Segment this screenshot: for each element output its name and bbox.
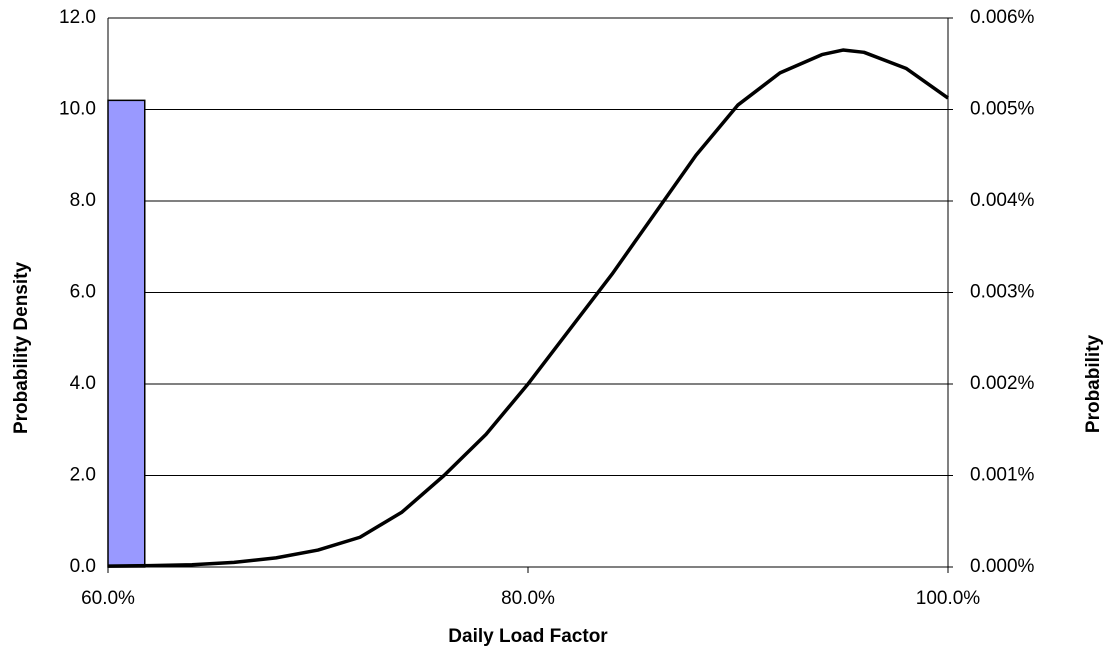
y-axis-label: Probability Density	[11, 262, 32, 435]
y-tick-label: 2.0	[70, 465, 96, 486]
x-tick-label: 60.0%	[81, 588, 135, 609]
y2-tick-label: 0.004%	[970, 190, 1035, 211]
y-tick-label: 0.0	[70, 556, 96, 577]
y2-tick-label: 0.001%	[970, 465, 1035, 486]
y-tick-label: 12.0	[59, 7, 96, 28]
y-tick-label: 8.0	[70, 190, 96, 211]
y-tick-label: 6.0	[70, 282, 96, 303]
y2-tick-label: 0.006%	[970, 7, 1035, 28]
x-tick-label: 80.0%	[501, 588, 555, 609]
x-tick-label: 100.0%	[916, 588, 981, 609]
y2-tick-label: 0.002%	[970, 373, 1035, 394]
line	[107, 48, 950, 568]
y2-axis-label: Probability	[1083, 334, 1104, 433]
y2-tick-label: 0.000%	[970, 556, 1035, 577]
x-axis-label: Daily Load Factor	[448, 626, 608, 647]
y-tick-label: 4.0	[70, 373, 96, 394]
y2-tick-label: 0.003%	[970, 282, 1035, 303]
y-tick-label: 10.0	[59, 99, 96, 120]
bar	[107, 99, 146, 568]
y2-tick-label: 0.005%	[970, 99, 1035, 120]
